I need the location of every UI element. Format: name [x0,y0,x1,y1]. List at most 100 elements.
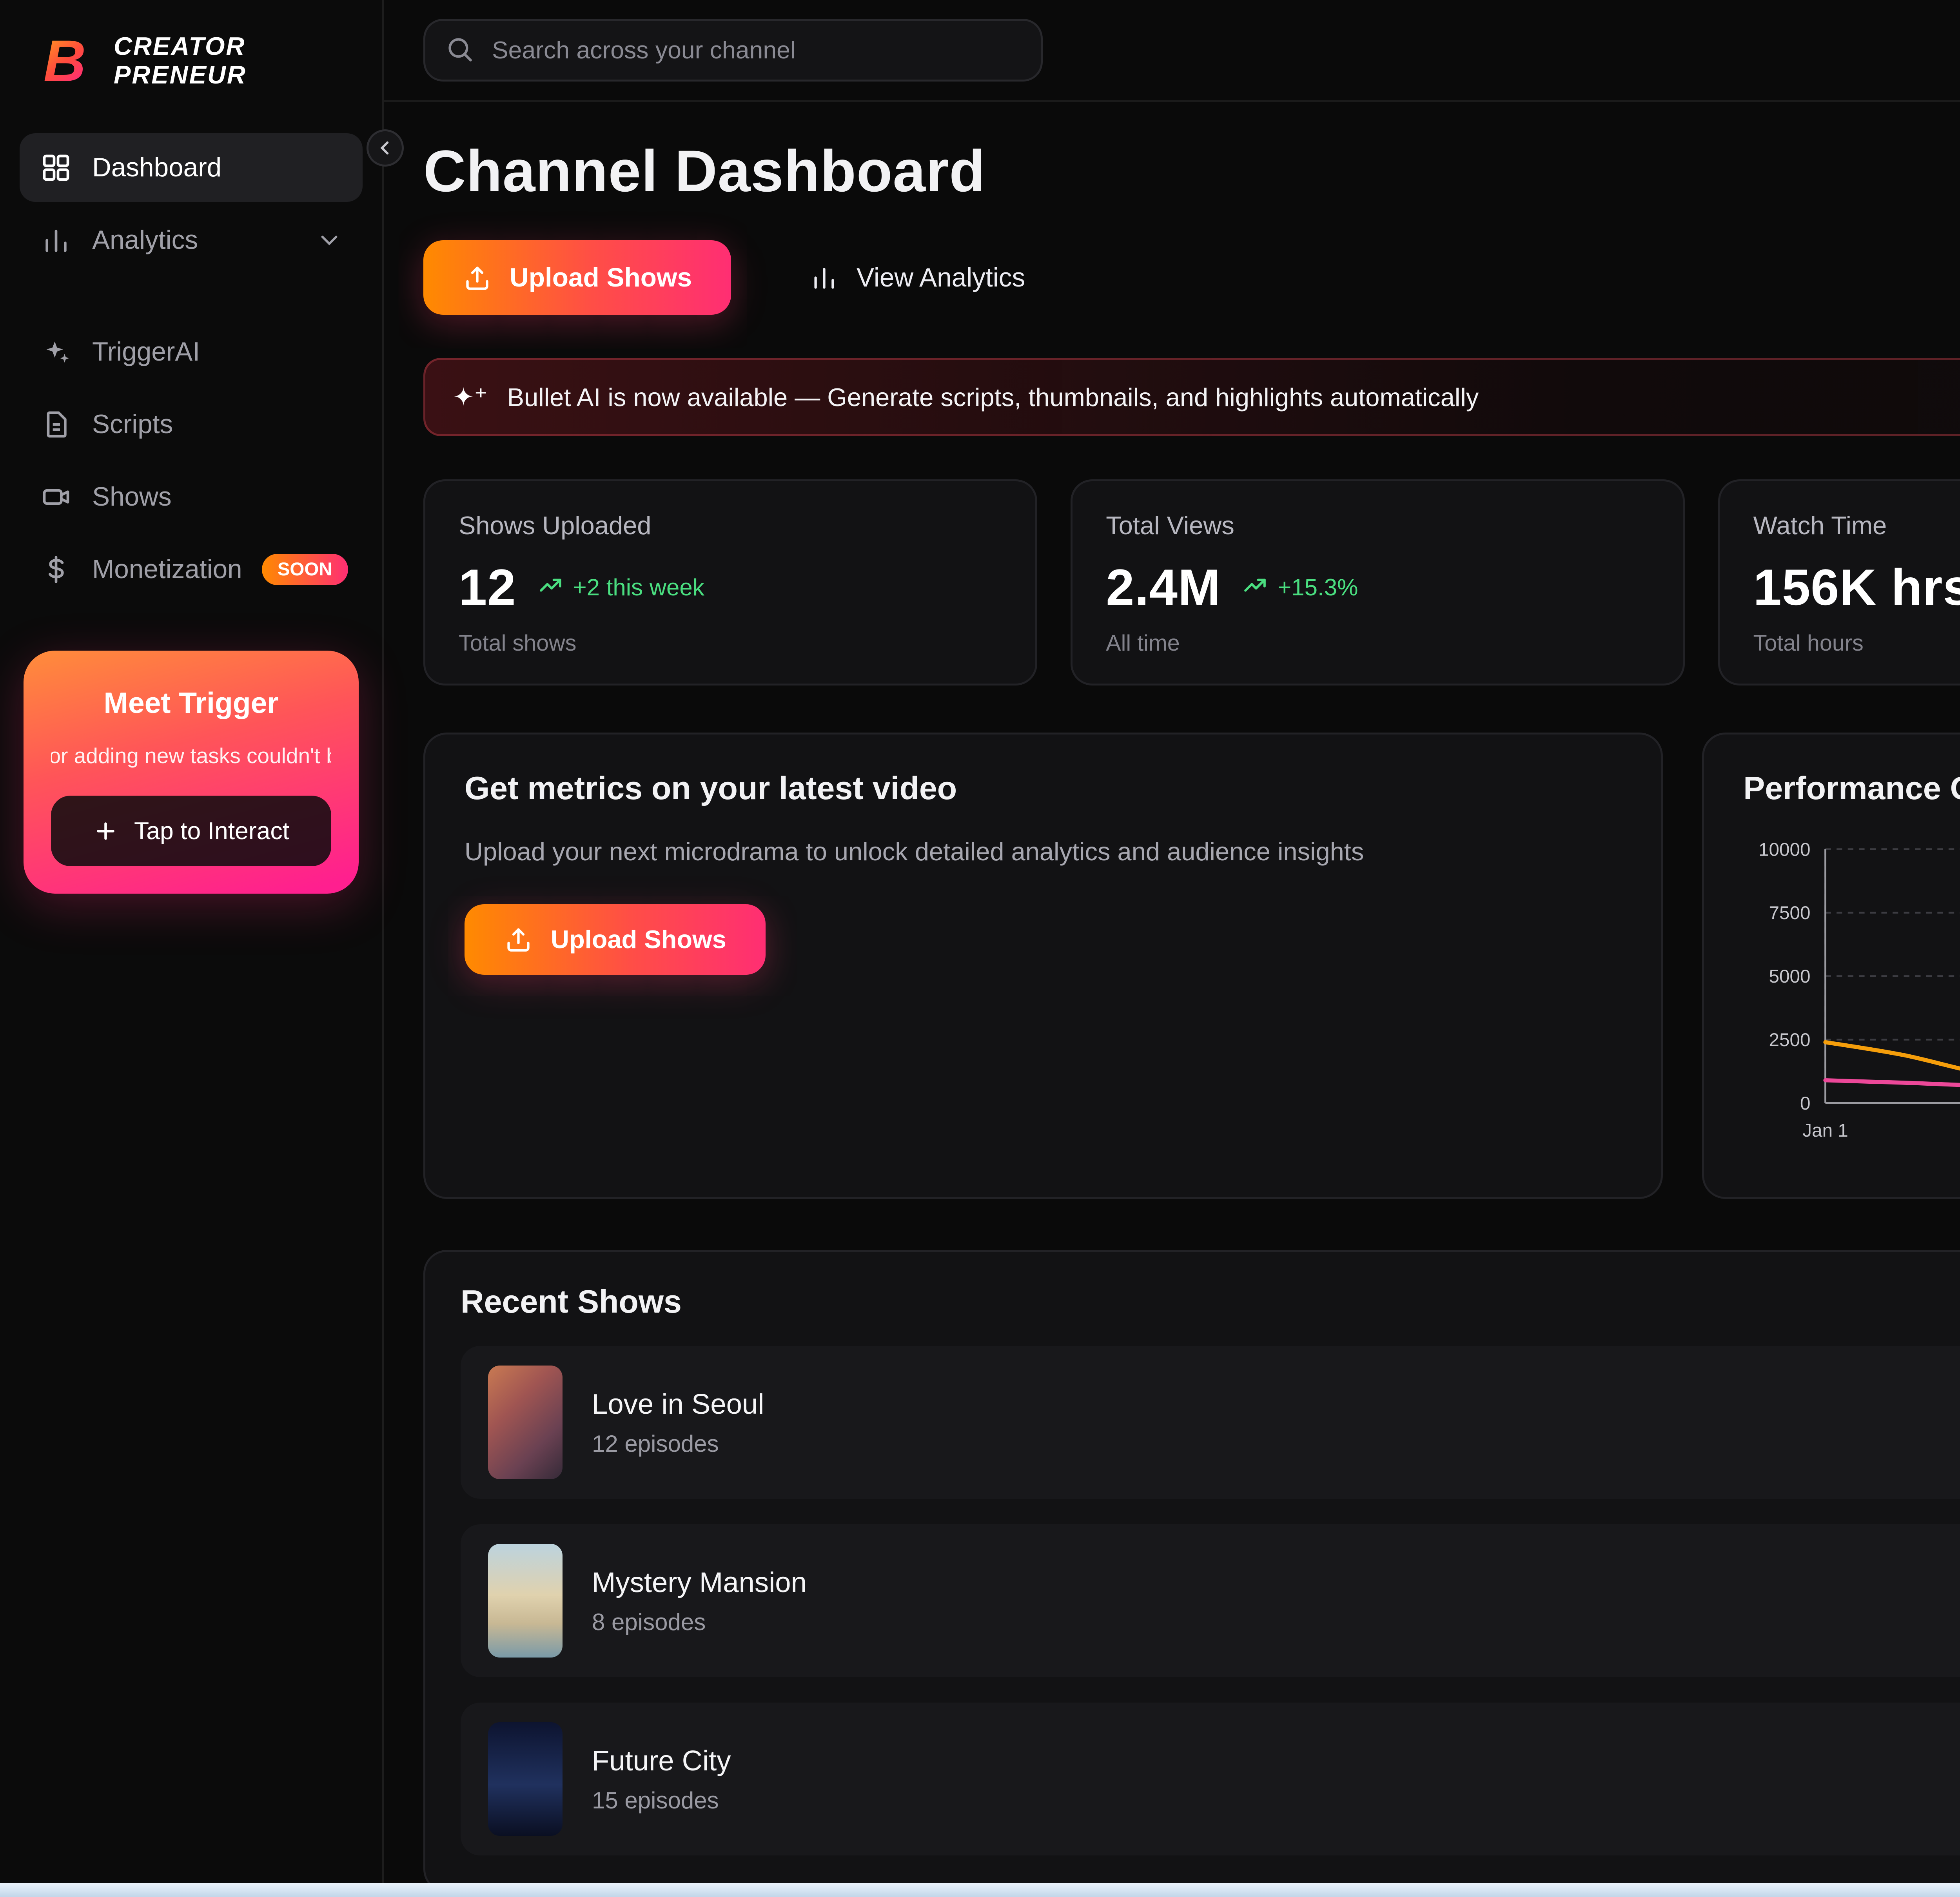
svg-text:7500: 7500 [1769,903,1811,923]
sidebar-item-label: Scripts [92,410,173,439]
show-row-love-in-seoul[interactable]: Love in Seoul 12 episodes Published View… [461,1346,1960,1499]
sidebar-collapse-button[interactable] [367,129,404,167]
sidebar-item-label: Monetization [92,555,242,584]
svg-text:Jan 1: Jan 1 [1802,1120,1848,1141]
show-title: Future City [592,1745,731,1777]
stat-delta: +2 this week [538,574,704,601]
brand-line2: PRENEUR [114,60,247,89]
performance-overview-panel: Performance Overview Last 7 days 0250050… [1702,733,1960,1199]
stat-delta-label: +15.3% [1278,574,1358,600]
dashboard-icon [39,151,73,184]
brand-name: CREATOR PRENEUR [114,32,247,89]
promo-button-label: Tap to Interact [134,817,290,845]
metrics-cta-panel: Get metrics on your latest video Upload … [423,733,1663,1199]
stat-label: Shows Uploaded [459,511,652,540]
soon-badge: SOON [261,553,348,585]
chevron-down-icon [316,227,343,254]
stat-delta: +15.3% [1242,574,1358,601]
stats-row: Shows Uploaded 12 +2 this week Total sho… [423,479,1960,686]
sidebar-item-dashboard[interactable]: Dashboard [20,133,363,202]
upload-shows-button[interactable]: Upload Shows [423,240,731,315]
promo-text-content: ing or adding new tasks couldn't be e [51,744,331,768]
brand-line1: CREATOR [114,32,246,61]
stat-delta-label: +2 this week [573,574,704,600]
stat-label: Total Views [1106,511,1234,540]
recent-shows-card: Recent Shows View All Love in Seoul 12 e… [423,1250,1960,1893]
show-thumbnail [488,1544,563,1658]
show-episode-count: 8 episodes [592,1609,706,1635]
stat-card-watch-time: Watch Time 156K hrs +12.7% Total hours [1718,479,1960,686]
sidebar-item-label: Shows [92,482,172,511]
stat-sublabel: All time [1106,631,1180,656]
stat-card-shows-uploaded: Shows Uploaded 12 +2 this week Total sho… [423,479,1038,686]
brand-logo[interactable]: B CREATOR PRENEUR [0,0,382,125]
svg-text:2500: 2500 [1769,1030,1811,1050]
page-actions: Upload Shows View Analytics [423,240,1960,315]
sidebar-item-analytics[interactable]: Analytics [20,206,363,274]
stat-sublabel: Total hours [1753,631,1864,656]
script-icon [39,408,73,441]
chevron-left-icon [380,141,389,155]
sidebar-item-label: TriggerAI [92,337,200,366]
trending-up-icon [1244,579,1266,592]
dashboard-content: Channel Dashboard Upload Shows View Anal… [384,102,1960,1897]
upload-shows-button[interactable]: Upload Shows [465,904,766,975]
view-analytics-button[interactable]: View Analytics [798,240,1037,315]
stat-label: Watch Time [1753,511,1887,540]
sidebar: B CREATOR PRENEUR Dashboard Analytics [0,0,384,1897]
recent-shows-title: Recent Shows [461,1284,682,1320]
show-thumbnail [488,1722,563,1836]
upload-icon [466,266,488,290]
bar-chart-icon [814,268,834,289]
page-title: Channel Dashboard [423,138,985,204]
sparkles-icon [39,335,73,368]
promo-text: ing or adding new tasks couldn't be e [51,743,331,768]
upload-icon [507,928,530,952]
upload-shows-label: Upload Shows [551,925,726,954]
stat-value: 2.4M [1106,559,1221,616]
tap-to-interact-button[interactable]: Tap to Interact [51,796,331,866]
upload-shows-label: Upload Shows [510,263,692,292]
bullet-ai-banner: ✦⁺ Bullet AI is now available — Generate… [423,358,1960,436]
promo-title: Meet Trigger [103,686,279,719]
stat-sublabel: Total shows [459,631,577,656]
plus-icon [97,822,114,840]
dollar-icon [39,553,73,586]
svg-text:10000: 10000 [1759,839,1810,860]
stat-value: 12 [459,559,516,616]
performance-title: Performance Overview [1743,770,1960,806]
search-input[interactable] [423,18,1043,82]
metrics-cta-title: Get metrics on your latest video [465,770,957,806]
show-episode-count: 15 episodes [592,1787,719,1814]
view-analytics-label: View Analytics [857,263,1025,292]
sidebar-item-triggerai[interactable]: TriggerAI [20,317,363,386]
show-row-mystery-mansion[interactable]: Mystery Mansion 8 episodes Published Vie… [461,1524,1960,1677]
sidebar-item-scripts[interactable]: Scripts [20,390,363,459]
sidebar-nav: Dashboard Analytics TriggerAI [0,125,382,608]
show-thumbnail [488,1366,563,1479]
show-title: Mystery Mansion [592,1566,807,1598]
svg-text:5000: 5000 [1769,966,1811,987]
search-icon [445,34,474,64]
main-area: Channel Dashboard Upload Shows View Anal… [384,0,1960,1897]
trending-up-icon [539,579,561,592]
sidebar-item-label: Dashboard [92,153,222,182]
sidebar-item-shows[interactable]: Shows [20,462,363,531]
banner-text: Bullet AI is now available — Generate sc… [507,383,1479,412]
show-episode-count: 12 episodes [592,1430,719,1457]
metrics-cta-description: Upload your next microdrama to unlock de… [465,837,1364,866]
sidebar-item-monetization[interactable]: Monetization SOON [20,535,363,604]
search-box [423,18,1043,82]
stat-card-total-views: Total Views 2.4M +15.3% All time [1071,479,1685,686]
panels-row: Get metrics on your latest video Upload … [423,733,1960,1199]
show-title: Love in Seoul [592,1388,764,1420]
show-row-future-city[interactable]: Future City 15 episodes Published View A… [461,1703,1960,1855]
stat-value: 156K hrs [1753,559,1960,616]
analytics-icon [39,223,73,257]
topbar [384,0,1960,102]
sidebar-item-label: Analytics [92,225,198,255]
svg-text:0: 0 [1800,1093,1810,1114]
sparkles-icon: ✦⁺ [453,383,488,411]
brand-mark-icon: B [31,27,98,94]
